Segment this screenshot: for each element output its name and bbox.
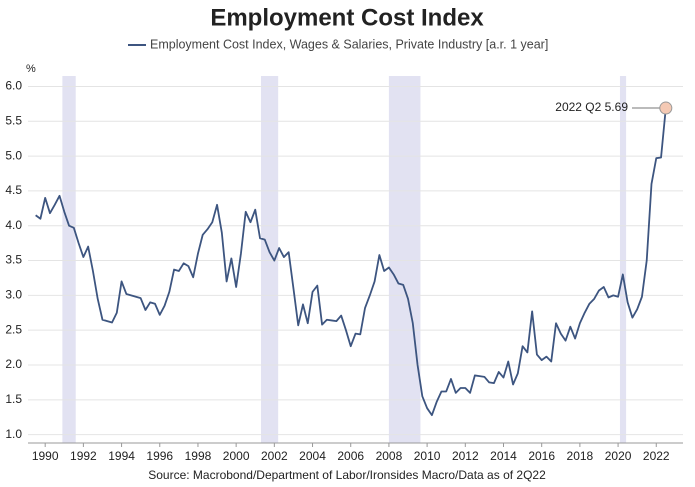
series-line xyxy=(35,107,667,417)
y-tick-label: 6.0 xyxy=(5,79,22,93)
x-tick-label: 2010 xyxy=(414,449,441,463)
last-point xyxy=(659,101,673,115)
recession-band xyxy=(619,76,627,443)
y-tick-label: 2.0 xyxy=(5,357,22,371)
x-tick-label: 1990 xyxy=(32,449,59,463)
x-tick-label: 2006 xyxy=(337,449,364,463)
x-tick-label: 2016 xyxy=(528,449,555,463)
legend-label: Employment Cost Index, Wages & Salaries,… xyxy=(150,37,548,51)
y-tick-label: 3.0 xyxy=(5,288,22,302)
y-tick-label: 5.0 xyxy=(5,148,22,162)
x-tick-label: 2000 xyxy=(223,449,250,463)
y-tick-label: 1.5 xyxy=(5,392,22,406)
x-tick-label: 1992 xyxy=(70,449,97,463)
chart-title: Employment Cost Index xyxy=(210,4,484,31)
x-tick-label: 2012 xyxy=(452,449,479,463)
recession-band xyxy=(62,76,76,443)
y-tick-label: 3.5 xyxy=(5,253,22,267)
x-tick-label: 2002 xyxy=(261,449,288,463)
y-tick-label: 1.0 xyxy=(5,427,22,441)
recession-band xyxy=(260,76,279,443)
x-tick-label: 2014 xyxy=(490,449,517,463)
y-tick-label: 2.5 xyxy=(5,322,22,336)
x-tick-label: 1994 xyxy=(108,449,135,463)
x-tick-label: 1996 xyxy=(146,449,173,463)
recession-band xyxy=(388,76,421,443)
x-tick-label: 2018 xyxy=(567,449,594,463)
x-tick-label: 2008 xyxy=(376,449,403,463)
y-unit: % xyxy=(26,63,36,75)
y-tick-label: 4.0 xyxy=(5,218,22,232)
annotation: 2022 Q2 5.69 xyxy=(555,100,628,114)
x-tick-label: 2020 xyxy=(605,449,632,463)
x-tick-label: 1998 xyxy=(185,449,212,463)
x-tick-label: 2004 xyxy=(299,449,326,463)
x-tick-label: 2022 xyxy=(643,449,670,463)
source: Source: Macrobond/Department of Labor/Ir… xyxy=(148,468,546,482)
y-tick-label: 4.5 xyxy=(5,183,22,197)
y-tick-label: 5.5 xyxy=(5,113,22,127)
